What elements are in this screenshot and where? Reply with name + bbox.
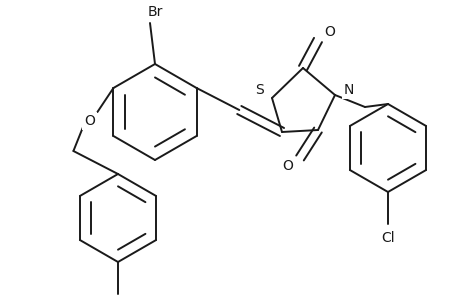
Text: Br: Br [147,5,162,19]
Text: O: O [324,25,335,39]
Text: O: O [84,114,95,128]
Text: S: S [255,83,264,97]
Text: O: O [282,159,293,173]
Text: Cl: Cl [381,231,394,245]
Text: N: N [343,83,353,97]
